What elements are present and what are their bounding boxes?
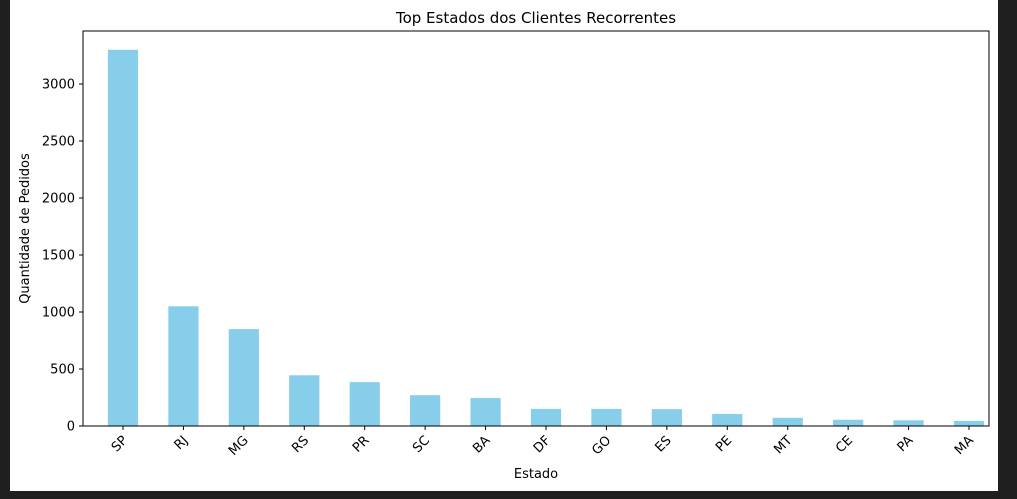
chart-figure: Top Estados dos Clientes Recorrentes 0 50… <box>10 0 998 491</box>
bar-es <box>651 409 682 426</box>
chart-title: Top Estados dos Clientes Recorrentes <box>395 9 676 27</box>
bar-df <box>530 408 562 426</box>
bar-ma <box>953 420 985 426</box>
bar-mg <box>228 329 259 426</box>
y-tick-label: 1000 <box>42 306 75 321</box>
y-axis-label: Quantidade de Pedidos <box>18 153 33 304</box>
x-tick-label: PA <box>895 433 917 455</box>
x-tick-label: RJ <box>172 433 192 453</box>
x-tick-label: PR <box>350 433 373 456</box>
x-tick-label: GO <box>589 433 614 458</box>
bar-rs <box>289 375 320 426</box>
x-tick-label: CE <box>833 433 856 456</box>
bar-ba <box>470 398 501 426</box>
bar-pr <box>349 382 380 426</box>
x-tick-label: PE <box>713 433 735 455</box>
bar-pe <box>712 414 743 426</box>
bar-ce <box>833 419 864 426</box>
x-tick-label: BA <box>470 433 493 456</box>
x-tick-label: RS <box>289 433 312 456</box>
x-tick-label: SP <box>109 433 131 455</box>
x-tick-label: MG <box>226 433 252 459</box>
y-tick-label: 1500 <box>42 249 75 264</box>
x-tick-label: DF <box>531 433 554 456</box>
y-tick-label: 2500 <box>42 135 75 150</box>
x-tick-label: SC <box>410 433 433 456</box>
x-tick-label: MT <box>771 433 795 457</box>
bar-mt <box>772 417 803 426</box>
bar-pa <box>893 420 924 426</box>
bar-chart: Top Estados dos Clientes Recorrentes 0 50… <box>18 9 990 482</box>
y-axis: 0 500 1000 1500 2000 2500 3000 <box>42 78 83 435</box>
bar-sc <box>410 395 441 426</box>
y-tick-label: 2000 <box>42 192 75 207</box>
x-tick-label: ES <box>652 433 674 455</box>
bars-group <box>107 49 985 427</box>
y-tick-label: 3000 <box>42 78 75 93</box>
bar-rj <box>168 306 199 426</box>
y-tick-label: 0 <box>67 420 75 435</box>
plot-frame <box>82 30 990 427</box>
x-axis: SP RJ MG RS PR SC BA DF GO ES PE MT CE PA MA <box>109 426 977 459</box>
x-tick-label: MA <box>952 433 977 458</box>
bar-sp <box>107 49 139 427</box>
bar-go <box>591 408 622 426</box>
y-tick-label: 500 <box>50 363 75 378</box>
x-axis-label: Estado <box>514 467 558 482</box>
